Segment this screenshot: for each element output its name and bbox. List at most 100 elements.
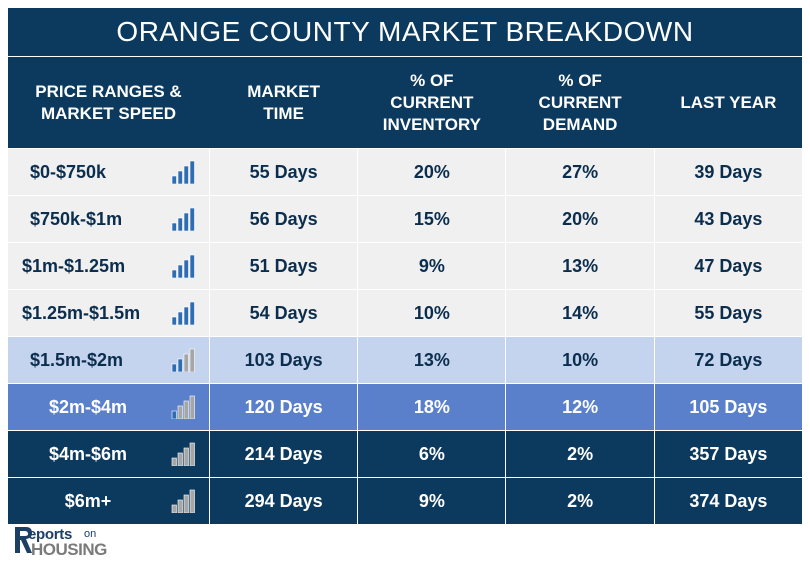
table-row: $6m+ 294 Days 9% 2% 374 Days (8, 478, 802, 524)
speed-bar (189, 489, 195, 513)
speed-bar (189, 395, 195, 419)
cell-inventory: 18% (358, 384, 506, 430)
speed-bar (183, 353, 189, 372)
cell-demand: 27% (506, 149, 654, 195)
speed-bar (171, 457, 177, 466)
cell-inventory: 6% (358, 431, 506, 477)
table-row: $0-$750k 55 Days 20% 27% 39 Days (8, 149, 802, 195)
cell-last-year: 72 Days (654, 337, 802, 383)
bar-signal-icon (171, 395, 195, 419)
speed-bar (177, 358, 183, 372)
cell-price-range: $0-$750k (8, 149, 209, 195)
cell-demand: 10% (506, 337, 654, 383)
speed-bar (177, 499, 183, 513)
cell-demand: 20% (506, 196, 654, 242)
speed-bar (177, 264, 183, 278)
speed-bar (183, 165, 189, 184)
speed-bar (177, 405, 183, 419)
cell-market-time: 54 Days (209, 290, 358, 336)
price-range-label: $4m-$6m (48, 443, 128, 464)
speed-bar (189, 348, 195, 372)
price-range-label: $6m+ (64, 490, 112, 511)
cell-inventory: 9% (358, 478, 506, 524)
speed-bar (177, 452, 183, 466)
bar-signal-icon (171, 489, 195, 513)
cell-market-time: 56 Days (209, 196, 358, 242)
bar-signal-icon (171, 348, 195, 372)
speed-bar (189, 442, 195, 466)
logo-text-on: on (84, 528, 97, 540)
logo-text-reports: eports (28, 526, 73, 543)
cell-market-time: 55 Days (209, 149, 358, 195)
table-body: $0-$750k 55 Days 20% 27% 39 Days $750k-$1m 56 … (8, 149, 802, 525)
cell-price-range: $2m-$4m (8, 384, 209, 430)
cell-last-year: 105 Days (654, 384, 802, 430)
price-range-label: $0-$750k (30, 161, 107, 182)
cell-price-range: $4m-$6m (8, 431, 209, 477)
cell-price-range: $1.5m-$2m (8, 337, 209, 383)
speed-bar (171, 222, 177, 231)
header-current-demand: % OF CURRENT DEMAND (538, 70, 622, 134)
bar-signal-icon (171, 160, 195, 184)
cell-demand: 12% (506, 384, 654, 430)
header-market-time: MARKET TIME (247, 81, 320, 123)
logo-text-housing: HOUSING (31, 540, 107, 559)
cell-market-time: 51 Days (209, 243, 358, 289)
cell-price-range: $750k-$1m (8, 196, 209, 242)
table-row: $1m-$1.25m 51 Days 9% 13% 47 Days (8, 243, 802, 289)
cell-inventory: 20% (358, 149, 506, 195)
speed-bar (183, 259, 189, 278)
speed-bar (177, 170, 183, 184)
speed-bar (177, 311, 183, 325)
cell-demand: 2% (506, 431, 654, 477)
price-range-label: $750k-$1m (30, 208, 123, 229)
cell-inventory: 10% (358, 290, 506, 336)
cell-inventory: 15% (358, 196, 506, 242)
price-range-label: $1.5m-$2m (30, 349, 124, 370)
speed-bar (189, 207, 195, 231)
header-price-ranges: PRICE RANGES & MARKET SPEED (35, 81, 182, 123)
bar-signal-icon (171, 207, 195, 231)
speed-bar (183, 306, 189, 325)
speed-bar (171, 269, 177, 278)
table-row: $1.25m-$1.5m 54 Days 10% 14% 55 Days (8, 290, 802, 336)
page-title: ORANGE COUNTY MARKET BREAKDOWN (8, 8, 802, 56)
speed-bar (171, 363, 177, 372)
cell-market-time: 120 Days (209, 384, 358, 430)
cell-market-time: 214 Days (209, 431, 358, 477)
cell-market-time: 103 Days (209, 337, 358, 383)
cell-demand: 14% (506, 290, 654, 336)
table-row: $4m-$6m 214 Days 6% 2% 357 Days (8, 431, 802, 477)
cell-price-range: $6m+ (8, 478, 209, 524)
speed-bar (171, 175, 177, 184)
cell-inventory: 9% (358, 243, 506, 289)
cell-last-year: 47 Days (654, 243, 802, 289)
cell-last-year: 55 Days (654, 290, 802, 336)
cell-price-range: $1.25m-$1.5m (8, 290, 209, 336)
cell-last-year: 357 Days (654, 431, 802, 477)
bar-signal-icon (171, 442, 195, 466)
price-range-label: $2m-$4m (48, 396, 128, 417)
logo-mark-icon (15, 527, 32, 553)
table-row: $1.5m-$2m 103 Days 13% 10% 72 Days (8, 337, 802, 383)
cell-demand: 13% (506, 243, 654, 289)
cell-inventory: 13% (358, 337, 506, 383)
header-current-inventory: % OF CURRENT INVENTORY (382, 70, 481, 134)
cell-last-year: 39 Days (654, 149, 802, 195)
bar-signal-icon (171, 301, 195, 325)
cell-last-year: 374 Days (654, 478, 802, 524)
cell-market-time: 294 Days (209, 478, 358, 524)
speed-bar (171, 410, 177, 419)
cell-demand: 2% (506, 478, 654, 524)
table-row: $750k-$1m 56 Days 15% 20% 43 Days (8, 196, 802, 242)
speed-bar (171, 316, 177, 325)
speed-bar (189, 301, 195, 325)
bar-signal-icon (171, 254, 195, 278)
speed-bar (189, 160, 195, 184)
speed-bar (183, 212, 189, 231)
cell-price-range: $1m-$1.25m (8, 243, 209, 289)
speed-bar (177, 217, 183, 231)
speed-bar (171, 504, 177, 513)
price-range-label: $1m-$1.25m (22, 255, 126, 276)
reports-on-housing-logo: eports on HOUSING (12, 524, 132, 559)
